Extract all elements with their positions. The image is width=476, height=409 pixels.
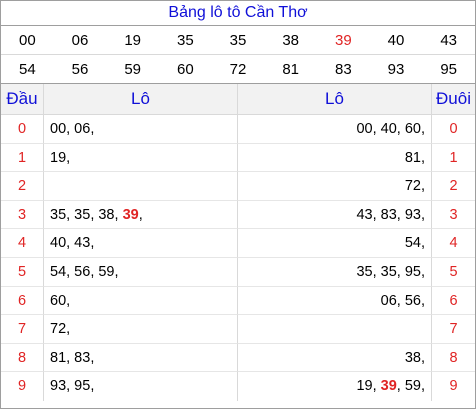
header-dau: Đầu — [6, 89, 38, 108]
dau-cell: 3 — [1, 201, 43, 230]
number-cell: 59 — [124, 61, 141, 78]
number-cell: 95 — [440, 61, 457, 78]
lo-left-cell: 60, — [43, 286, 237, 316]
number-cell: 83 — [334, 61, 352, 78]
lo-right-cell: 43, 83, 93, — [237, 200, 431, 230]
lo-right-cell: 72, — [237, 172, 431, 201]
duoi-cell: 8 — [431, 343, 475, 373]
lo-left-cell: 81, 83, — [43, 343, 237, 373]
dau-cell: 6 — [1, 287, 43, 316]
lo-right-cell: 38, — [237, 343, 431, 373]
lo-left-text: 35, 35, 38, — [50, 206, 123, 223]
lo-left-cell: 19, — [43, 143, 237, 173]
header-lo-right: Lô — [237, 84, 431, 114]
number-cell: 19 — [124, 32, 141, 49]
dau-cell: 0 — [1, 115, 43, 144]
dau-cell: 4 — [1, 229, 43, 258]
number-cell: 81 — [282, 61, 299, 78]
lo-left-cell: 35, 35, 38, 39, — [43, 200, 237, 230]
lo-left-cell: 93, 95, — [43, 372, 237, 401]
number-cell: 60 — [176, 61, 194, 78]
number-cell: 00 — [18, 32, 36, 49]
lo-left-cell: 72, — [43, 315, 237, 344]
lo-left-cell: 00, 06, — [43, 115, 237, 144]
dau-cell: 9 — [17, 378, 27, 395]
header-duoi: Đuôi — [431, 84, 475, 114]
header-lo-left: Lô — [43, 84, 237, 114]
number-cell: 38 — [282, 32, 299, 49]
lo-right-cell: 35, 35, 95, — [237, 257, 431, 287]
number-cell: 35 — [176, 32, 194, 49]
highlight-number: 39 — [122, 206, 139, 223]
number-cell: 35 — [229, 32, 247, 49]
duoi-cell: 2 — [431, 172, 475, 201]
lo-right-cell: 06, 56, — [237, 286, 431, 316]
lo-right-tail: , 59, — [396, 378, 425, 395]
dau-cell: 1 — [1, 144, 43, 173]
lo-left-cell: 40, 43, — [43, 229, 237, 258]
loto-header: Đầu Lô Lô Đuôi — [1, 83, 475, 115]
duoi-cell: 9 — [431, 372, 475, 401]
lo-left-cell — [43, 172, 237, 201]
duoi-cell: 7 — [431, 315, 475, 344]
duoi-cell: 6 — [431, 286, 475, 316]
dau-cell: 8 — [1, 344, 43, 373]
lo-left-tail: , — [138, 206, 143, 223]
table-title: Bảng lô tô Cần Thơ — [1, 1, 475, 26]
number-cell: 54 — [18, 61, 36, 78]
dau-cell: 7 — [1, 315, 43, 344]
dau-cell: 5 — [1, 258, 43, 287]
number-cell: 56 — [71, 61, 89, 78]
number-cell: 93 — [387, 61, 405, 78]
lo-left-cell: 54, 56, 59, — [43, 257, 237, 287]
number-cell: 06 — [71, 32, 89, 49]
number-cell-highlight: 39 — [334, 32, 352, 49]
duoi-cell: 3 — [431, 200, 475, 230]
lo-right-cell: 19, 39, 59, — [237, 372, 431, 401]
lo-right-cell: 00, 40, 60, — [237, 115, 431, 144]
lo-right-cell: 54, — [237, 229, 431, 258]
lo-right-cell: 81, — [237, 143, 431, 173]
numbers-row-1: 00 06 19 35 35 38 39 40 43 — [1, 26, 475, 55]
highlight-number: 39 — [380, 378, 397, 395]
duoi-cell: 4 — [431, 229, 475, 258]
lo-right-text: 19, — [356, 378, 381, 395]
numbers-row-2: 54 56 59 60 72 81 83 93 95 — [1, 55, 475, 83]
duoi-cell: 5 — [431, 257, 475, 287]
number-cell: 40 — [387, 32, 405, 49]
dau-cell: 2 — [1, 172, 43, 201]
number-cell: 43 — [440, 32, 457, 49]
lo-right-cell — [237, 315, 431, 344]
loto-body: 0 00, 06, 00, 40, 60, 0 1 19, 81, 1 2 72… — [1, 115, 475, 401]
number-cell: 72 — [229, 61, 247, 78]
duoi-cell: 1 — [431, 143, 475, 173]
duoi-cell: 0 — [431, 115, 475, 144]
